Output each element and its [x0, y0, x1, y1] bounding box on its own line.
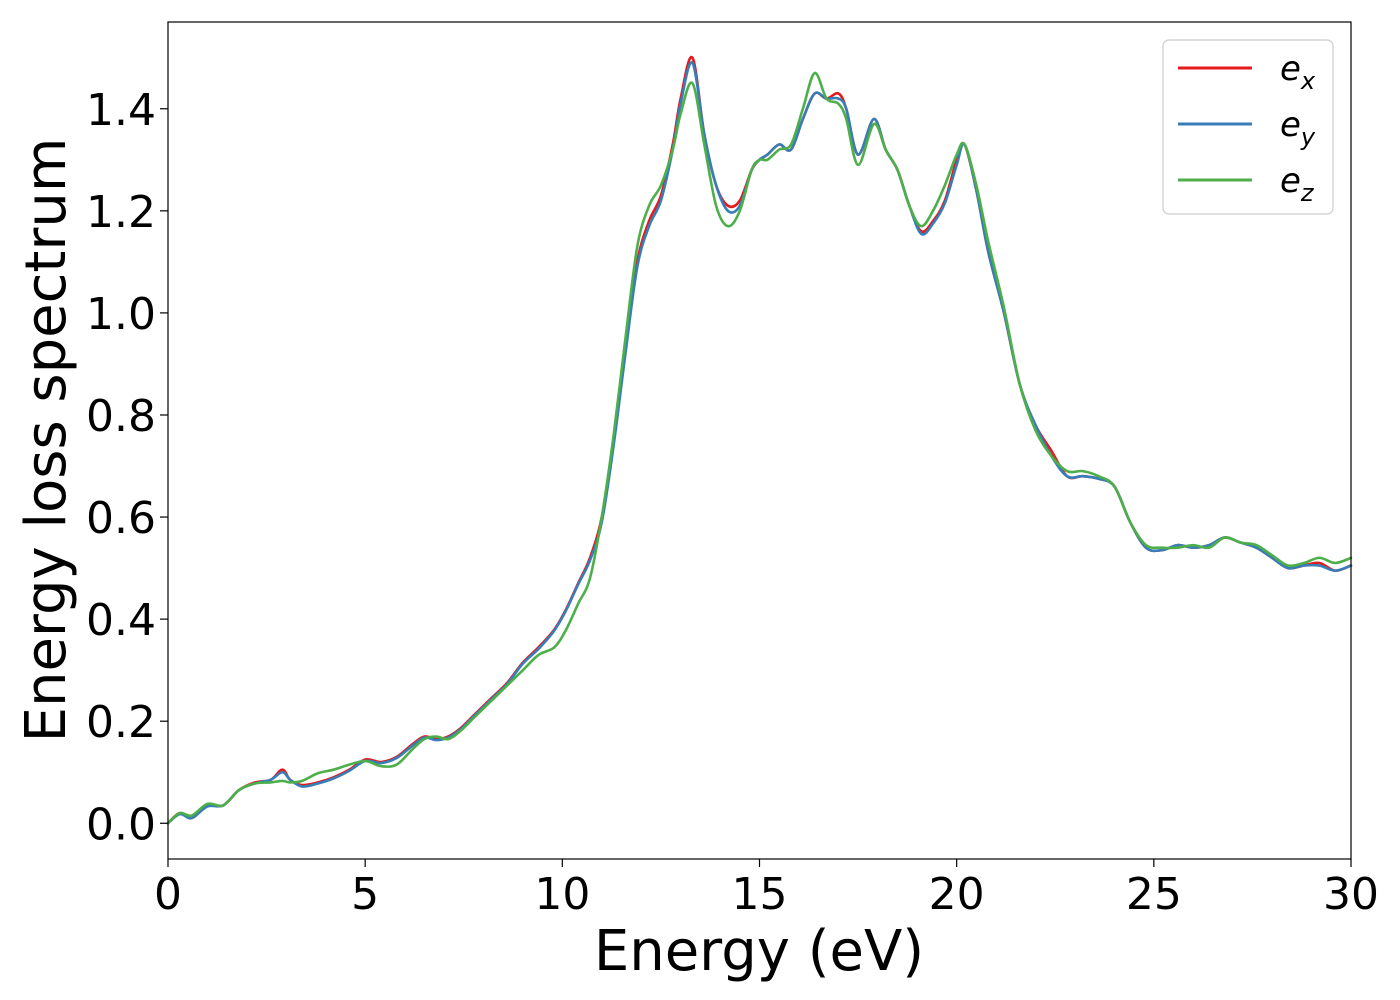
- x-tick-label: 10: [534, 869, 590, 920]
- legend-label-subscript: x: [1300, 67, 1316, 95]
- legend-box: [1162, 39, 1334, 215]
- legend-label-base: e: [1280, 161, 1301, 201]
- series-line-z: [166, 71, 1353, 825]
- y-axis-title: Energy loss spectrum: [14, 138, 79, 743]
- y-tick-label: 0.2: [86, 697, 156, 748]
- y-tick-label: 1.4: [86, 85, 156, 136]
- y-ticks: 0.0 0.2 0.4 0.6 0.8 1.0 1.2 1.4: [86, 85, 168, 850]
- x-ticks: 0 5 10 15 20 25 30: [154, 859, 1379, 920]
- legend-label-x: ex: [1280, 49, 1316, 95]
- legend-label-base: e: [1280, 49, 1301, 89]
- y-tick-label: 1.2: [86, 187, 156, 238]
- x-tick-label: 20: [929, 869, 985, 920]
- legend-label-z: ez: [1280, 161, 1315, 207]
- y-tick-label: 1.0: [86, 289, 156, 340]
- x-tick-label: 5: [351, 869, 379, 920]
- y-tick-label: 0.6: [86, 493, 156, 544]
- y-tick-label: 0.8: [86, 391, 156, 442]
- x-tick-label: 25: [1126, 869, 1182, 920]
- legend-label-subscript: y: [1300, 123, 1316, 151]
- legend-label-base: e: [1280, 105, 1301, 145]
- x-axis-title: Energy (eV): [594, 919, 924, 984]
- legend-label-y: ey: [1280, 105, 1316, 151]
- legend-label-subscript: z: [1300, 179, 1315, 207]
- y-tick-label: 0.0: [86, 799, 156, 850]
- x-tick-label: 0: [154, 869, 182, 920]
- series-layer: [166, 55, 1353, 825]
- x-tick-label: 15: [732, 869, 788, 920]
- y-tick-label: 0.4: [86, 595, 156, 646]
- x-tick-label: 30: [1323, 869, 1379, 920]
- plot-frame: [167, 21, 1352, 860]
